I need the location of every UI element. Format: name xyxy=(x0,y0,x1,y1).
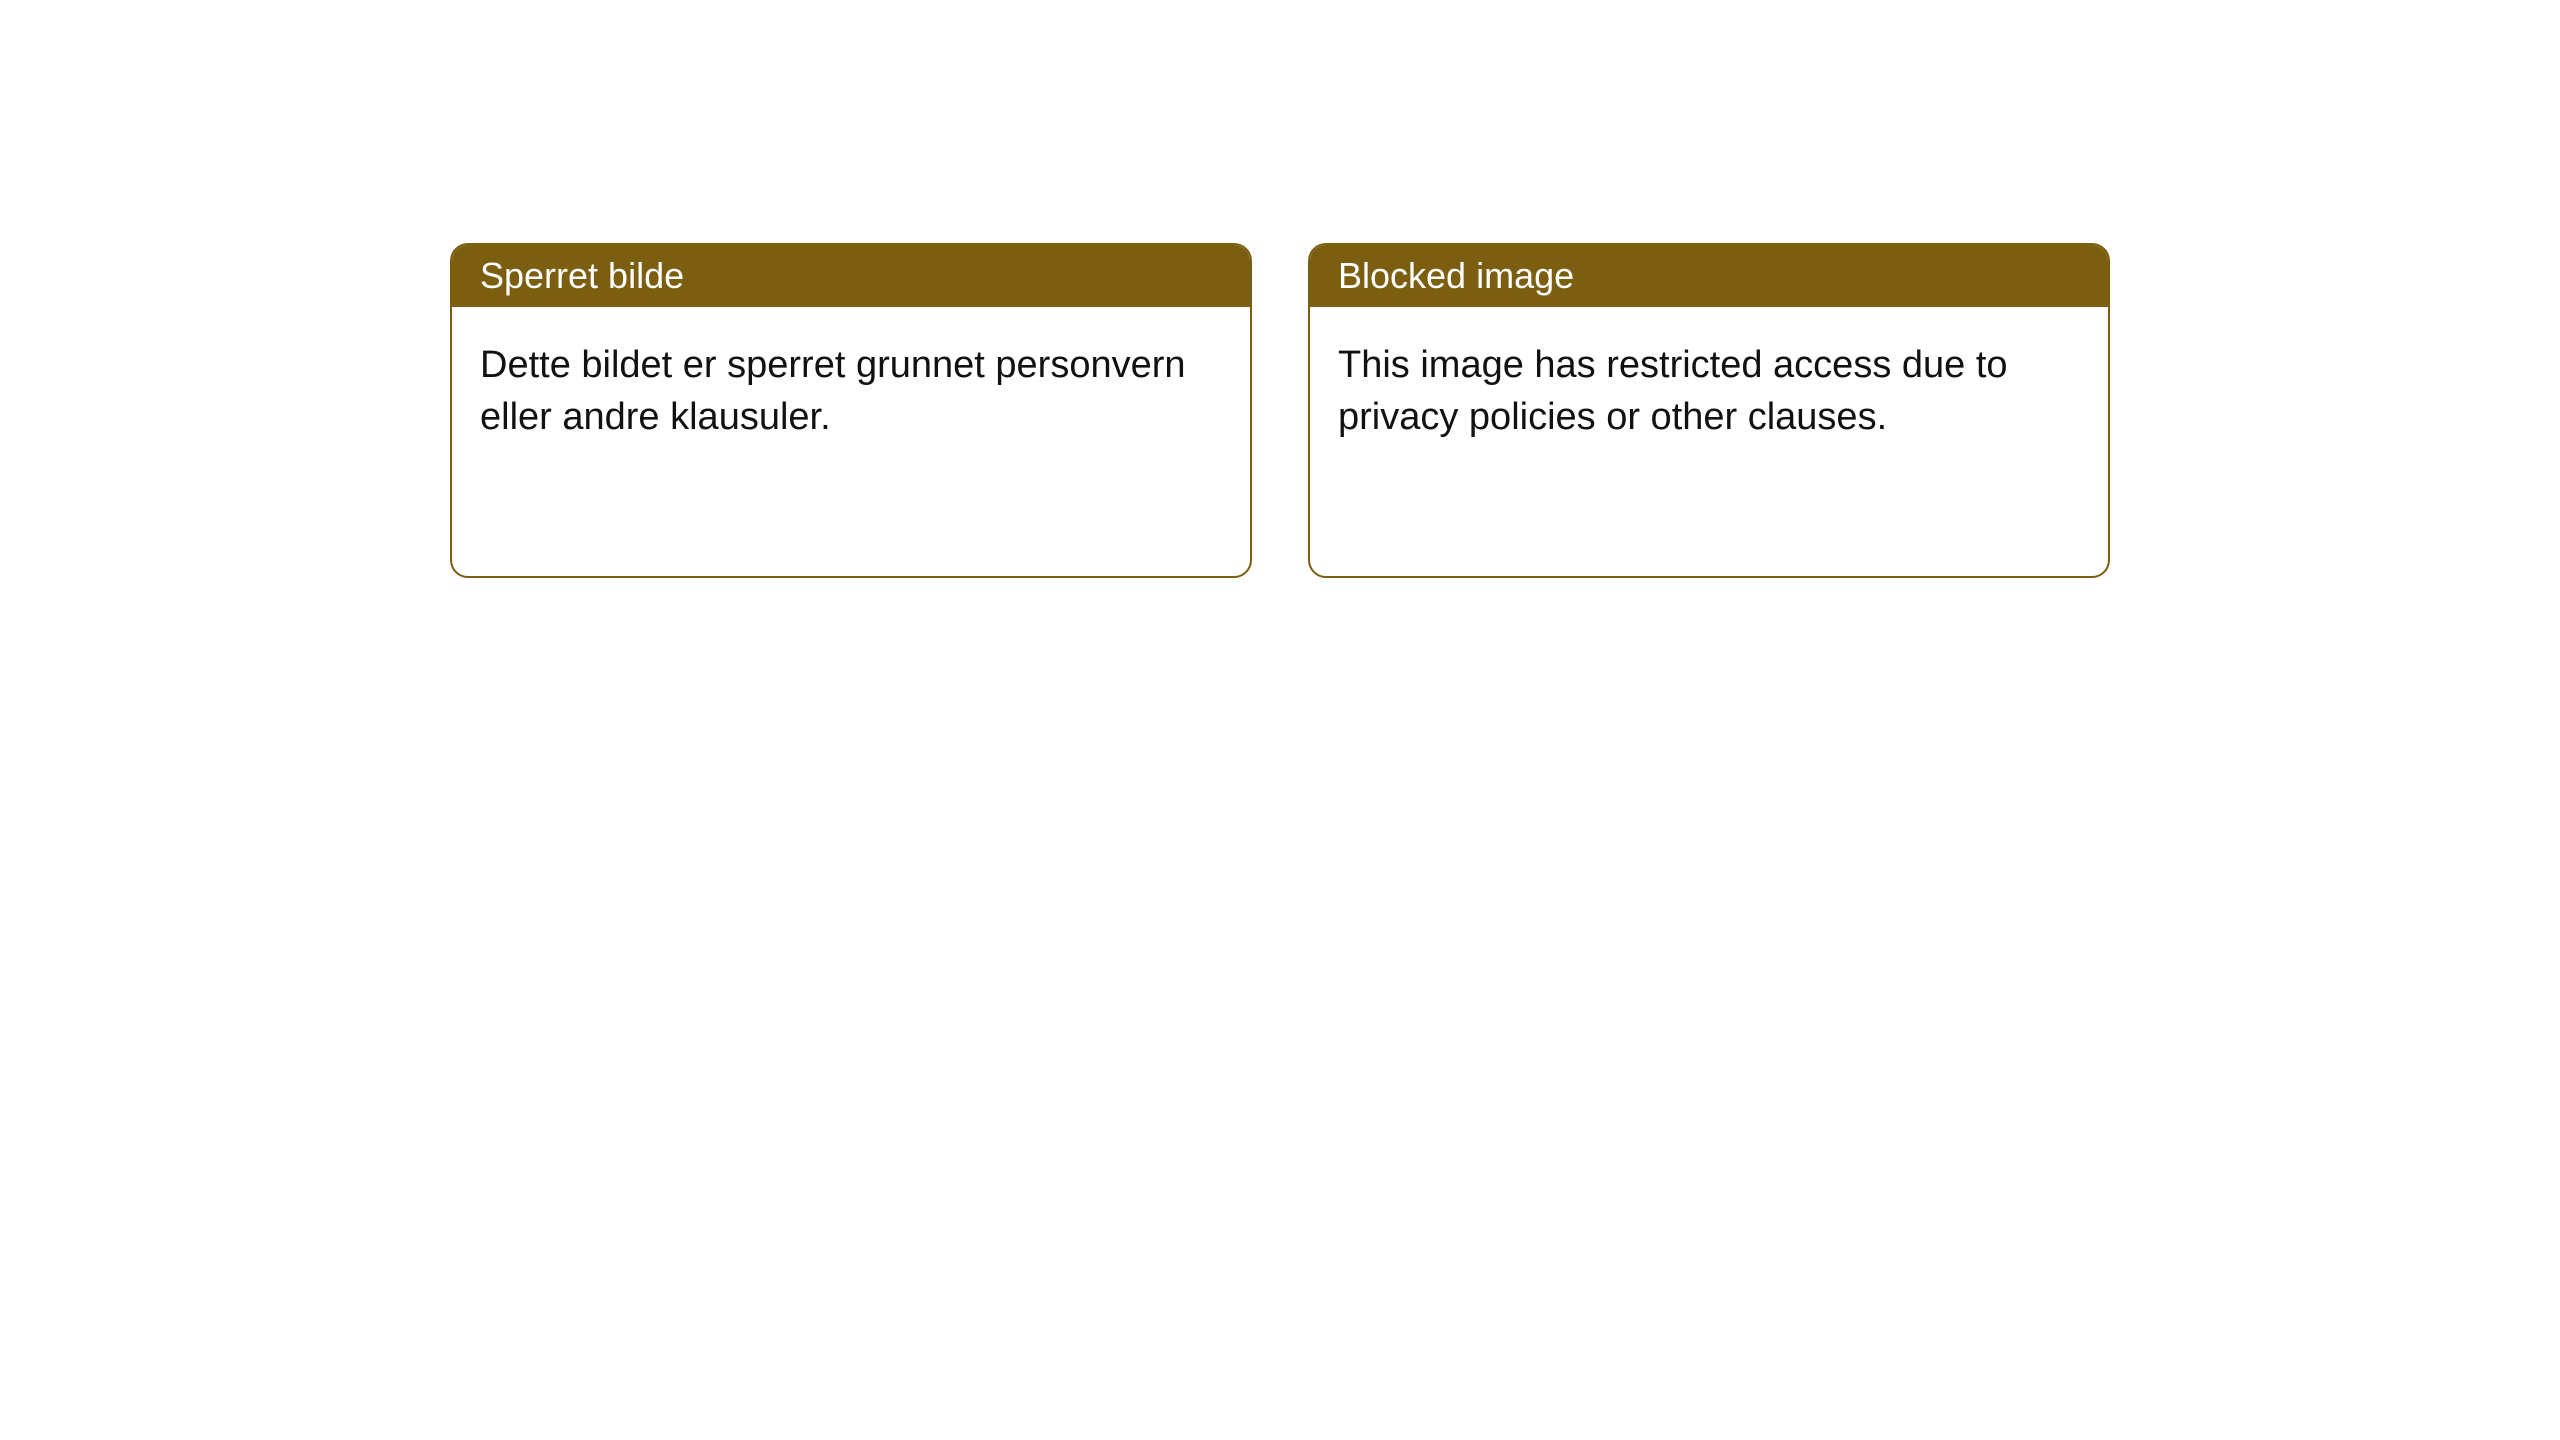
notice-card-norwegian: Sperret bilde Dette bildet er sperret gr… xyxy=(450,243,1252,578)
notice-card-english: Blocked image This image has restricted … xyxy=(1308,243,2110,578)
notice-body: This image has restricted access due to … xyxy=(1310,307,2108,475)
notice-container: Sperret bilde Dette bildet er sperret gr… xyxy=(0,0,2560,578)
notice-title: Blocked image xyxy=(1310,245,2108,307)
notice-body: Dette bildet er sperret grunnet personve… xyxy=(452,307,1250,475)
notice-title: Sperret bilde xyxy=(452,245,1250,307)
